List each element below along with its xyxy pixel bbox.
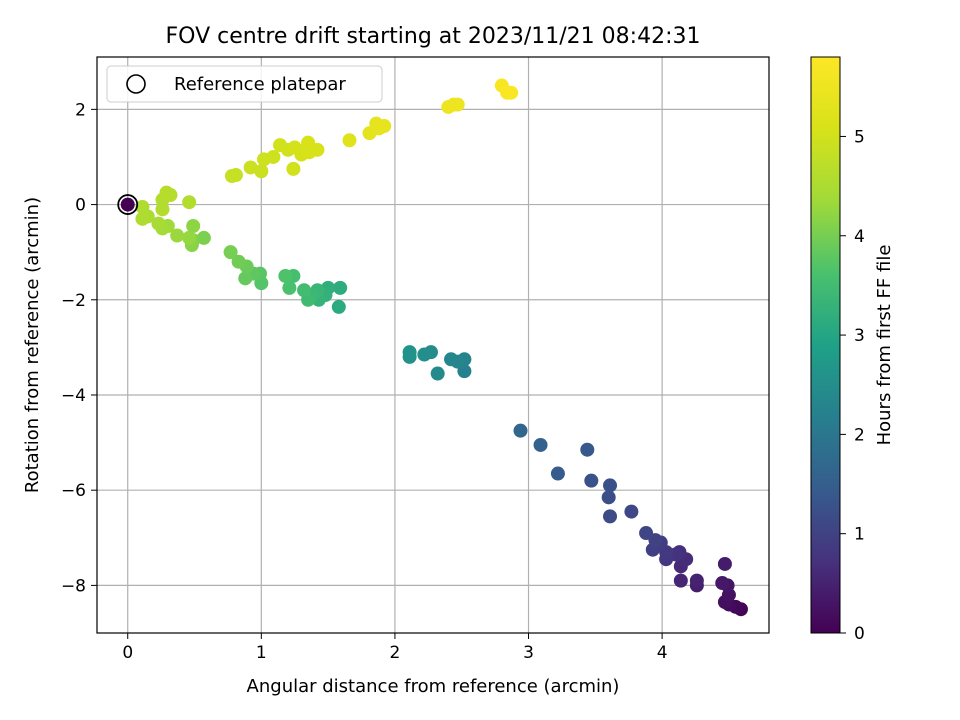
data-point [715,576,730,591]
y-tick-label: 0 [75,196,86,216]
x-tick-label: 2 [390,643,401,663]
data-point [135,211,150,226]
data-point [135,199,150,214]
legend-marker [126,74,146,94]
data-point [170,228,185,243]
x-axis-label: Angular distance from reference (arcmin) [247,676,620,697]
x-tick-label: 3 [523,643,534,663]
data-point [504,85,519,100]
data-point [513,423,528,438]
data-point [120,197,135,212]
data-point [639,526,654,541]
reference-marker [117,194,139,215]
data-point [533,437,548,452]
data-points [117,78,748,617]
y-axis-label: Rotation from reference (arcmin) [22,197,43,493]
data-point [402,345,417,360]
data-point [266,149,281,164]
y-tick-label: −2 [61,291,86,311]
colorbar-label: Hours from first FF file [874,245,895,446]
data-point [450,97,465,112]
data-point [151,216,166,231]
data-point [297,283,312,298]
y-tick-label: −8 [61,576,86,596]
colorbar-gradient [810,56,841,634]
legend: Reference platepar [106,65,383,103]
data-point [286,161,301,176]
colorbar-ticks: 0 1 2 3 4 5 [840,127,865,644]
legend-label: Reference platepar [174,74,346,95]
chart-title: FOV centre drift starting at 2023/11/21 … [166,24,701,49]
x-tick-label: 4 [657,643,668,663]
data-point [673,573,688,588]
data-point [689,573,704,588]
colorbar-tick-label: 1 [854,525,865,545]
plot-frame [96,56,770,634]
y-ticks: 2 0 −2 −4 −6 −8 [61,100,97,596]
colorbar-tick-label: 3 [854,326,865,346]
data-point [282,280,297,295]
legend-box [106,65,383,103]
x-tick-label: 0 [122,643,133,663]
x-tick-label: 1 [256,643,267,663]
data-point [254,164,269,179]
data-point [601,490,616,505]
data-point [580,442,595,457]
data-point [182,195,197,210]
data-point [342,133,357,148]
colorbar-tick-label: 4 [854,227,865,247]
data-point [231,254,246,269]
data-point [417,347,432,362]
y-tick-label: −4 [61,386,86,406]
data-point [430,366,445,381]
data-point [717,556,732,571]
data-point [550,466,565,481]
data-point [624,504,639,519]
data-point [243,160,258,175]
colorbar-tick-label: 0 [854,624,865,644]
colorbar-tick-label: 2 [854,425,865,445]
data-point [182,230,197,245]
data-point [228,168,243,183]
data-point [163,188,178,203]
data-point [584,473,599,488]
colorbar: 0 1 2 3 4 5 Hours from first FF file [810,56,895,644]
data-point [603,509,618,524]
data-point [196,230,211,245]
data-point [331,299,346,314]
data-point [444,352,459,367]
data-point [310,142,325,157]
colorbar-tick-label: 5 [854,127,865,147]
y-tick-label: 2 [75,100,86,120]
data-point [278,268,293,283]
data-point [223,245,238,260]
y-tick-label: −6 [61,481,86,501]
data-point [603,478,618,493]
data-point [238,271,253,286]
data-point [333,280,348,295]
x-ticks: 0 1 2 3 4 [122,633,668,663]
data-point [377,119,392,134]
data-point [186,218,201,233]
